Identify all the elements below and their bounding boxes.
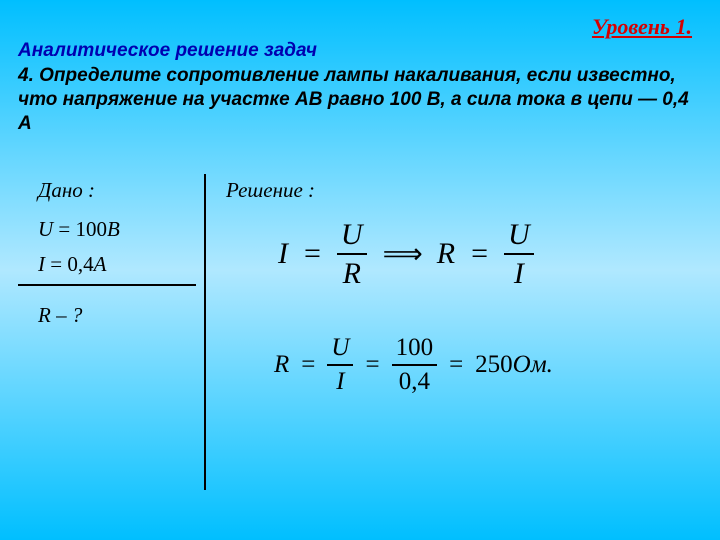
u-unit: B xyxy=(107,217,120,241)
equation-1: I = U R ⟹ R = U I xyxy=(278,218,534,290)
u-variable: U xyxy=(38,217,53,241)
solution-label: Решение : xyxy=(226,178,315,203)
eq2-eq3: = xyxy=(449,351,463,379)
eq1-rhs: R xyxy=(437,237,455,271)
eq2-lhs: R xyxy=(274,351,289,379)
eq2-result: 250Ом. xyxy=(475,351,553,379)
equation-2: R = U I = 100 0,4 = 250Ом. xyxy=(274,334,553,395)
eq2-result-num: 250 xyxy=(475,351,513,378)
eq2-eq2: = xyxy=(365,351,379,379)
eq1-frac1-den: R xyxy=(339,257,365,290)
eq1-frac2-num: U xyxy=(504,218,534,251)
i-value: = 0,4 xyxy=(45,252,94,276)
eq2-frac2: 100 0,4 xyxy=(392,334,438,395)
eq2-result-unit: Ом. xyxy=(513,351,553,378)
u-value: = 100 xyxy=(53,217,107,241)
i-unit: A xyxy=(94,252,107,276)
vertical-divider xyxy=(204,174,206,490)
eq1-frac2-den: I xyxy=(510,257,528,290)
eq2-frac2-num: 100 xyxy=(392,334,438,362)
eq1-frac1: U R xyxy=(337,218,367,290)
implies-arrow: ⟹ xyxy=(383,237,421,271)
eq1-lhs: I xyxy=(278,237,288,271)
given-label: Дано : xyxy=(38,178,198,203)
eq2-frac1-num: U xyxy=(327,334,353,362)
fraction-bar xyxy=(337,253,367,255)
eq2-frac1: U I xyxy=(327,334,353,395)
eq2-eq1: = xyxy=(301,351,315,379)
eq1-frac2: U I xyxy=(504,218,534,290)
given-divider xyxy=(18,284,196,286)
eq2-frac2-den: 0,4 xyxy=(395,368,434,396)
fraction-bar xyxy=(327,364,353,366)
eq1-equals2: = xyxy=(471,237,488,271)
fraction-bar xyxy=(504,253,534,255)
given-u: U = 100B xyxy=(38,217,198,242)
fraction-bar xyxy=(392,364,438,366)
eq2-frac1-den: I xyxy=(332,368,348,396)
eq1-equals: = xyxy=(304,237,321,271)
i-variable: I xyxy=(38,252,45,276)
find-row: R – ? xyxy=(38,303,82,328)
problem-statement: 4. Определите сопротивление лампы накали… xyxy=(18,64,702,135)
section-subtitle: Аналитическое решение задач xyxy=(18,40,317,62)
eq1-frac1-num: U xyxy=(337,218,367,251)
given-i: I = 0,4A xyxy=(38,252,198,277)
level-badge: Уровень 1. xyxy=(592,14,692,40)
work-area: Дано : U = 100B I = 0,4A R – ? Решение :… xyxy=(18,178,702,530)
given-column: Дано : U = 100B I = 0,4A xyxy=(38,178,198,287)
